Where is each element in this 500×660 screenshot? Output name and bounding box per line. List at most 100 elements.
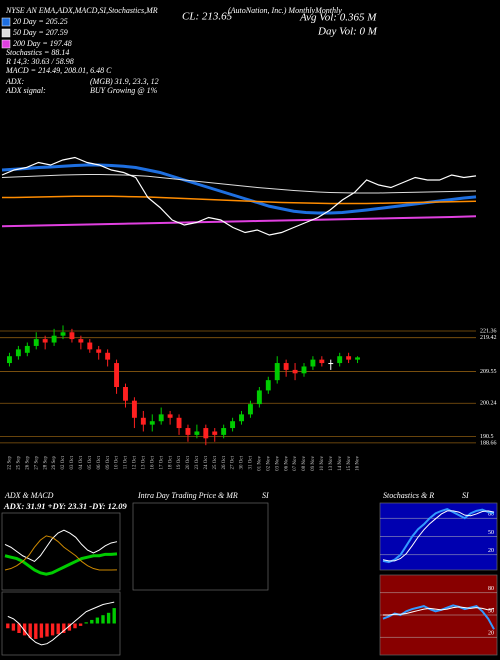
x-tick-label: 17 Oct	[159, 455, 164, 469]
histogram-bar	[39, 623, 44, 638]
y-tick-label: 219.42	[480, 335, 497, 341]
x-tick-label: 03 Oct	[70, 455, 75, 469]
macd-value: MACD = 214.49, 208.01, 6.48 C	[5, 66, 112, 75]
histogram-bar	[6, 623, 10, 629]
close-price: CL: 213.65	[182, 11, 233, 23]
y-tick-label: 80	[488, 512, 494, 518]
stochastics-value: Stochastics = 88.14	[6, 48, 69, 57]
x-tick-label: 05 Oct	[88, 455, 93, 469]
indicator-line	[383, 606, 495, 616]
panel	[1, 591, 121, 656]
x-tick-label: 31 Oct	[249, 455, 254, 469]
candle-body	[239, 414, 244, 422]
x-tick-label: 08 Nov	[302, 456, 307, 471]
y-tick-label: 221.36	[480, 328, 497, 334]
candle-body	[185, 428, 191, 435]
candle-body	[328, 363, 334, 365]
histogram-bar	[34, 623, 38, 639]
candle-body	[24, 345, 30, 353]
candle-body	[87, 342, 93, 350]
x-tick-label: 24 Oct	[204, 455, 209, 469]
candle-body	[230, 421, 236, 429]
histogram-bar	[101, 615, 105, 624]
histogram-bar	[11, 623, 16, 631]
candle-body	[123, 387, 128, 401]
candle-body	[337, 356, 343, 364]
histogram-bar	[90, 619, 94, 624]
x-tick-label: 27 Oct	[231, 455, 236, 469]
candle-body	[60, 332, 66, 336]
indicator-line	[4, 529, 118, 563]
adx-value: (MGB) 31.9, 23.3, 12	[90, 77, 159, 86]
candle-body	[69, 332, 75, 340]
candle-body	[355, 357, 360, 360]
candle-body	[167, 414, 173, 418]
candle-body	[221, 428, 227, 435]
x-tick-label: 30 Oct	[240, 455, 245, 469]
x-tick-label: 13 Oct	[141, 455, 146, 469]
candle-body	[346, 356, 352, 360]
price-line	[1, 156, 477, 236]
legend-label: 50 Day = 207.59	[13, 28, 68, 37]
histogram-bar	[73, 623, 77, 629]
indicator-line	[382, 510, 495, 562]
candle-body	[51, 335, 57, 343]
x-tick-label: 16 Nov	[356, 456, 361, 471]
x-tick-label: 03 Nov	[275, 456, 280, 471]
candle-body	[256, 390, 262, 405]
candle-body	[149, 421, 155, 425]
histogram-bar	[67, 623, 72, 631]
y-tick-label: 20	[488, 548, 494, 554]
histogram-bar	[62, 623, 66, 633]
candle-body	[194, 431, 200, 435]
y-tick-label: 50	[488, 608, 494, 614]
legend-swatch	[1, 28, 11, 38]
y-tick-label: 188.66	[480, 440, 497, 446]
x-tick-label: 20 Oct	[186, 455, 191, 469]
candle-body	[176, 417, 182, 429]
x-tick-label: 11 Oct	[124, 455, 129, 469]
histogram-bar	[84, 622, 88, 624]
y-tick-label: 20	[488, 631, 494, 637]
adx-signal-label: ADX signal:	[5, 86, 46, 95]
candle-body	[274, 363, 280, 381]
indicator-line	[4, 552, 118, 576]
legend-swatch	[1, 17, 11, 27]
panel-subtitle: SI	[262, 491, 269, 500]
legend-swatch	[1, 39, 11, 49]
x-tick-label: 02 Nov	[266, 456, 271, 471]
candle-body	[283, 363, 289, 370]
candle-body	[42, 339, 48, 343]
x-tick-label: 04 Oct	[79, 455, 84, 469]
x-tick-label: 25 Oct	[213, 455, 218, 469]
candle-body	[78, 339, 84, 343]
ma-line	[1, 174, 477, 194]
histogram-bar	[50, 623, 55, 636]
x-tick-label: 02 Oct	[61, 455, 66, 469]
x-tick-label: 28 Sep	[43, 456, 48, 470]
candle-body	[301, 366, 307, 374]
x-tick-label: 23 Oct	[195, 455, 200, 469]
x-tick-label: 10 Nov	[320, 456, 325, 471]
avg-volume: Avg Vol: 0.365 M	[299, 12, 377, 24]
histogram-bar	[112, 608, 116, 624]
candle-body	[105, 352, 111, 360]
candle-body	[96, 349, 102, 353]
x-tick-label: 15 Nov	[347, 456, 352, 471]
y-tick-label: 190.5	[480, 434, 494, 440]
x-tick-label: 26 Oct	[222, 455, 227, 469]
adx-signal: BUY Growing @ 1%	[90, 86, 158, 95]
histogram-bar	[95, 617, 100, 624]
candle-body	[212, 431, 218, 435]
x-tick-label: 07 Nov	[293, 456, 298, 471]
y-tick-label: 50	[488, 530, 494, 536]
candle-body	[247, 404, 253, 415]
x-tick-label: 22 Sep	[8, 456, 13, 470]
candle-body	[15, 349, 21, 357]
indicator-line	[7, 601, 115, 646]
company-name: (AutoNation, Inc.) MonthlyMonthly	[228, 6, 342, 15]
y-tick-label: 200.24	[480, 401, 497, 407]
histogram-bar	[106, 612, 111, 624]
histogram-bar	[22, 623, 27, 636]
